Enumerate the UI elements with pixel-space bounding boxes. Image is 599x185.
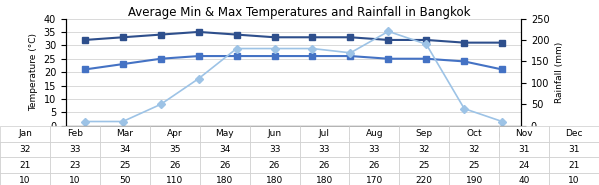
Y-axis label: Rainfall (mm): Rainfall (mm) xyxy=(555,41,564,103)
Text: Average Min & Max Temperatures and Rainfall in Bangkok: Average Min & Max Temperatures and Rainf… xyxy=(128,6,471,18)
Y-axis label: Temperature (°C): Temperature (°C) xyxy=(29,33,38,111)
